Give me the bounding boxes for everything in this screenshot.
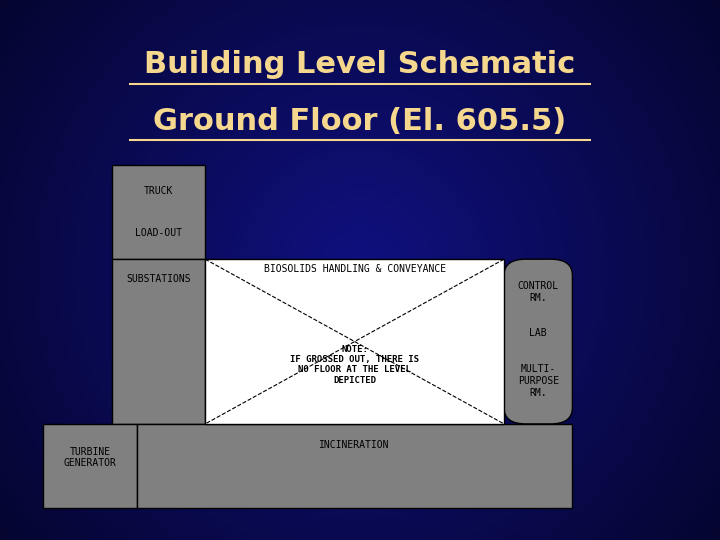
Bar [112,165,205,259]
Bar [43,424,137,508]
FancyBboxPatch shape [504,259,572,424]
Text: LOAD-OUT: LOAD-OUT [135,228,182,238]
Text: Ground Floor (El. 605.5): Ground Floor (El. 605.5) [153,107,567,136]
Bar [112,259,205,424]
Text: TURBINE
GENERATOR: TURBINE GENERATOR [63,447,117,468]
Text: TRUCK: TRUCK [144,186,173,196]
Text: Building Level Schematic: Building Level Schematic [145,50,575,79]
Text: BIOSOLIDS HANDLING & CONVEYANCE: BIOSOLIDS HANDLING & CONVEYANCE [264,264,446,274]
Bar [205,259,504,424]
Text: CONTROL
RM.: CONTROL RM. [518,281,559,303]
Text: INCINERATION: INCINERATION [320,440,390,450]
Text: MULTI-
PURPOSE
RM.: MULTI- PURPOSE RM. [518,364,559,397]
Text: NOTE:
IF GROSSED OUT, THERE IS
NO FLOOR AT THE LEVEL
DEPICTED: NOTE: IF GROSSED OUT, THERE IS NO FLOOR … [290,345,419,384]
Text: LAB: LAB [529,328,547,339]
Bar [137,424,572,508]
Text: SUBSTATIONS: SUBSTATIONS [126,274,191,284]
